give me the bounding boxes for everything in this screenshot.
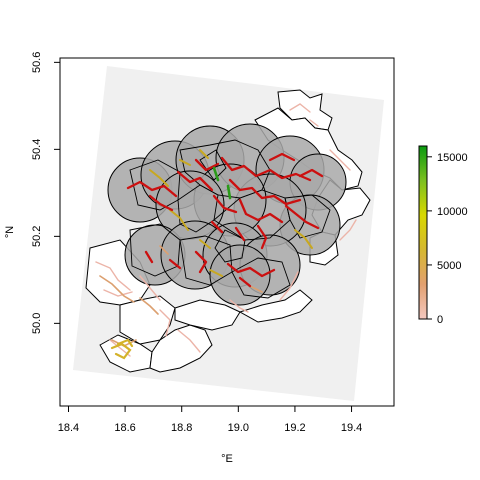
- x-tick-label: 18.8: [171, 422, 192, 434]
- x-tick-label: 18.4: [58, 422, 79, 434]
- x-tick-label: 18.6: [114, 422, 135, 434]
- y-axis-title: °N: [4, 226, 16, 238]
- colorbar-tick-label: 0: [437, 314, 443, 326]
- road-network-dense: [126, 152, 324, 288]
- x-tick-label: 19.4: [341, 422, 362, 434]
- road-network-high: [149, 149, 313, 277]
- y-tick-label: 50.4: [31, 139, 43, 160]
- road-network-peak: [212, 166, 232, 200]
- y-axis: 50.0 50.2 50.4 50.6: [31, 52, 61, 334]
- x-tick-label: 19.0: [228, 422, 249, 434]
- colorbar-tick-label: 5000: [437, 260, 461, 272]
- y-tick-label: 50.0: [31, 313, 43, 334]
- colorbar-tick-label: 15000: [437, 152, 468, 164]
- road-network-low: [95, 103, 357, 357]
- colorbar-ticks: 0 5000 10000 15000: [427, 152, 468, 326]
- colorbar-tick-label: 10000: [437, 206, 468, 218]
- x-axis: 18.4 18.6 18.8 19.0 19.2 19.4: [58, 405, 362, 434]
- y-tick-label: 50.6: [31, 52, 43, 73]
- y-tick-label: 50.2: [31, 226, 43, 247]
- buffer-zones: [107, 123, 347, 306]
- colorbar: [418, 145, 428, 320]
- road-network-medium: [99, 245, 263, 347]
- road-network-high-sw: [110, 338, 134, 360]
- x-axis-title: °E: [221, 453, 233, 465]
- x-tick-label: 19.2: [284, 422, 305, 434]
